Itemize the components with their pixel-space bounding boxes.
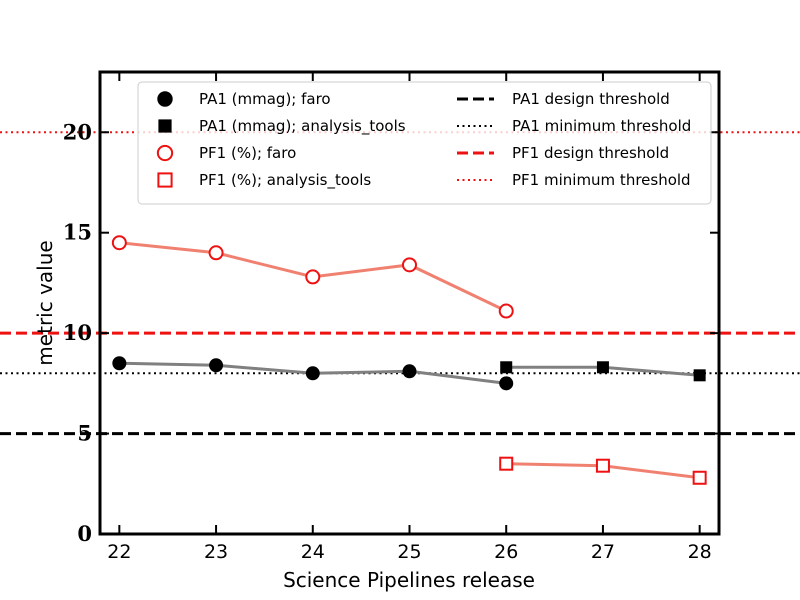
y-tick-label: 10 xyxy=(63,320,92,345)
data-point xyxy=(499,376,514,391)
y-tick-label: 20 xyxy=(63,119,92,144)
x-tick-label: 22 xyxy=(107,541,131,563)
x-tick-label: 24 xyxy=(301,541,325,563)
legend-label: PA1 (mmag); faro xyxy=(199,90,331,108)
data-point xyxy=(209,358,224,373)
data-point xyxy=(158,119,172,133)
data-point xyxy=(692,470,707,485)
data-point xyxy=(596,361,609,374)
data-point xyxy=(305,269,321,285)
x-tick-label: 23 xyxy=(204,541,228,563)
data-point xyxy=(112,356,127,371)
y-tick-label: 5 xyxy=(77,421,92,446)
legend: PA1 (mmag); faro PA1 (mmag); analysis_too… xyxy=(137,81,712,205)
data-point xyxy=(402,257,417,273)
x-tick-label: 27 xyxy=(591,541,615,563)
legend-label: PA1 (mmag); analysis_tools xyxy=(199,117,406,136)
legend-label: PF1 (%); faro xyxy=(199,144,296,162)
data-point xyxy=(305,366,320,381)
data-point xyxy=(402,364,417,379)
data-point xyxy=(157,172,173,188)
legend-label: PA1 minimum threshold xyxy=(512,117,691,135)
y-axis-label: metric value xyxy=(33,240,57,365)
y-tick-label: 0 xyxy=(77,521,92,546)
data-point xyxy=(693,369,706,382)
data-point xyxy=(498,303,514,319)
x-tick-label: 25 xyxy=(397,541,421,563)
legend-label: PF1 design threshold xyxy=(512,144,669,162)
series-markers xyxy=(111,235,707,485)
legend-label: PF1 minimum threshold xyxy=(512,171,691,189)
data-point xyxy=(208,245,224,261)
data-point xyxy=(499,456,514,471)
series-lines xyxy=(119,241,700,480)
x-tick-label: 26 xyxy=(494,541,518,563)
data-point xyxy=(157,91,173,107)
data-point xyxy=(595,458,610,473)
legend-box xyxy=(137,81,712,205)
data-point xyxy=(111,235,127,251)
y-tick-label: 15 xyxy=(63,220,92,245)
axis-ticks: 22 23 24 25 26 27 28 0 5 10 15 20 xyxy=(63,72,719,563)
legend-label: PF1 (%); analysis_tools xyxy=(199,171,371,190)
x-axis-label: Science Pipelines release xyxy=(283,568,535,592)
data-point xyxy=(156,144,174,162)
x-tick-label: 28 xyxy=(688,541,712,563)
data-point xyxy=(500,361,513,374)
legend-label: PA1 design threshold xyxy=(512,90,670,108)
